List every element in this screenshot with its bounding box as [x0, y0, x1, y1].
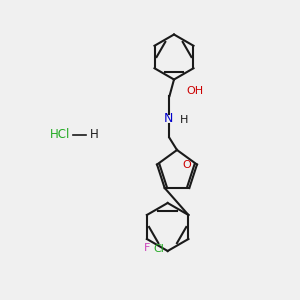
Text: HCl: HCl	[50, 128, 70, 142]
Text: Cl: Cl	[153, 244, 164, 254]
Text: H: H	[180, 115, 188, 125]
Text: F: F	[144, 244, 150, 254]
Text: OH: OH	[186, 86, 203, 97]
Text: O: O	[183, 160, 192, 170]
Text: N: N	[163, 112, 173, 125]
Text: H: H	[90, 128, 99, 142]
